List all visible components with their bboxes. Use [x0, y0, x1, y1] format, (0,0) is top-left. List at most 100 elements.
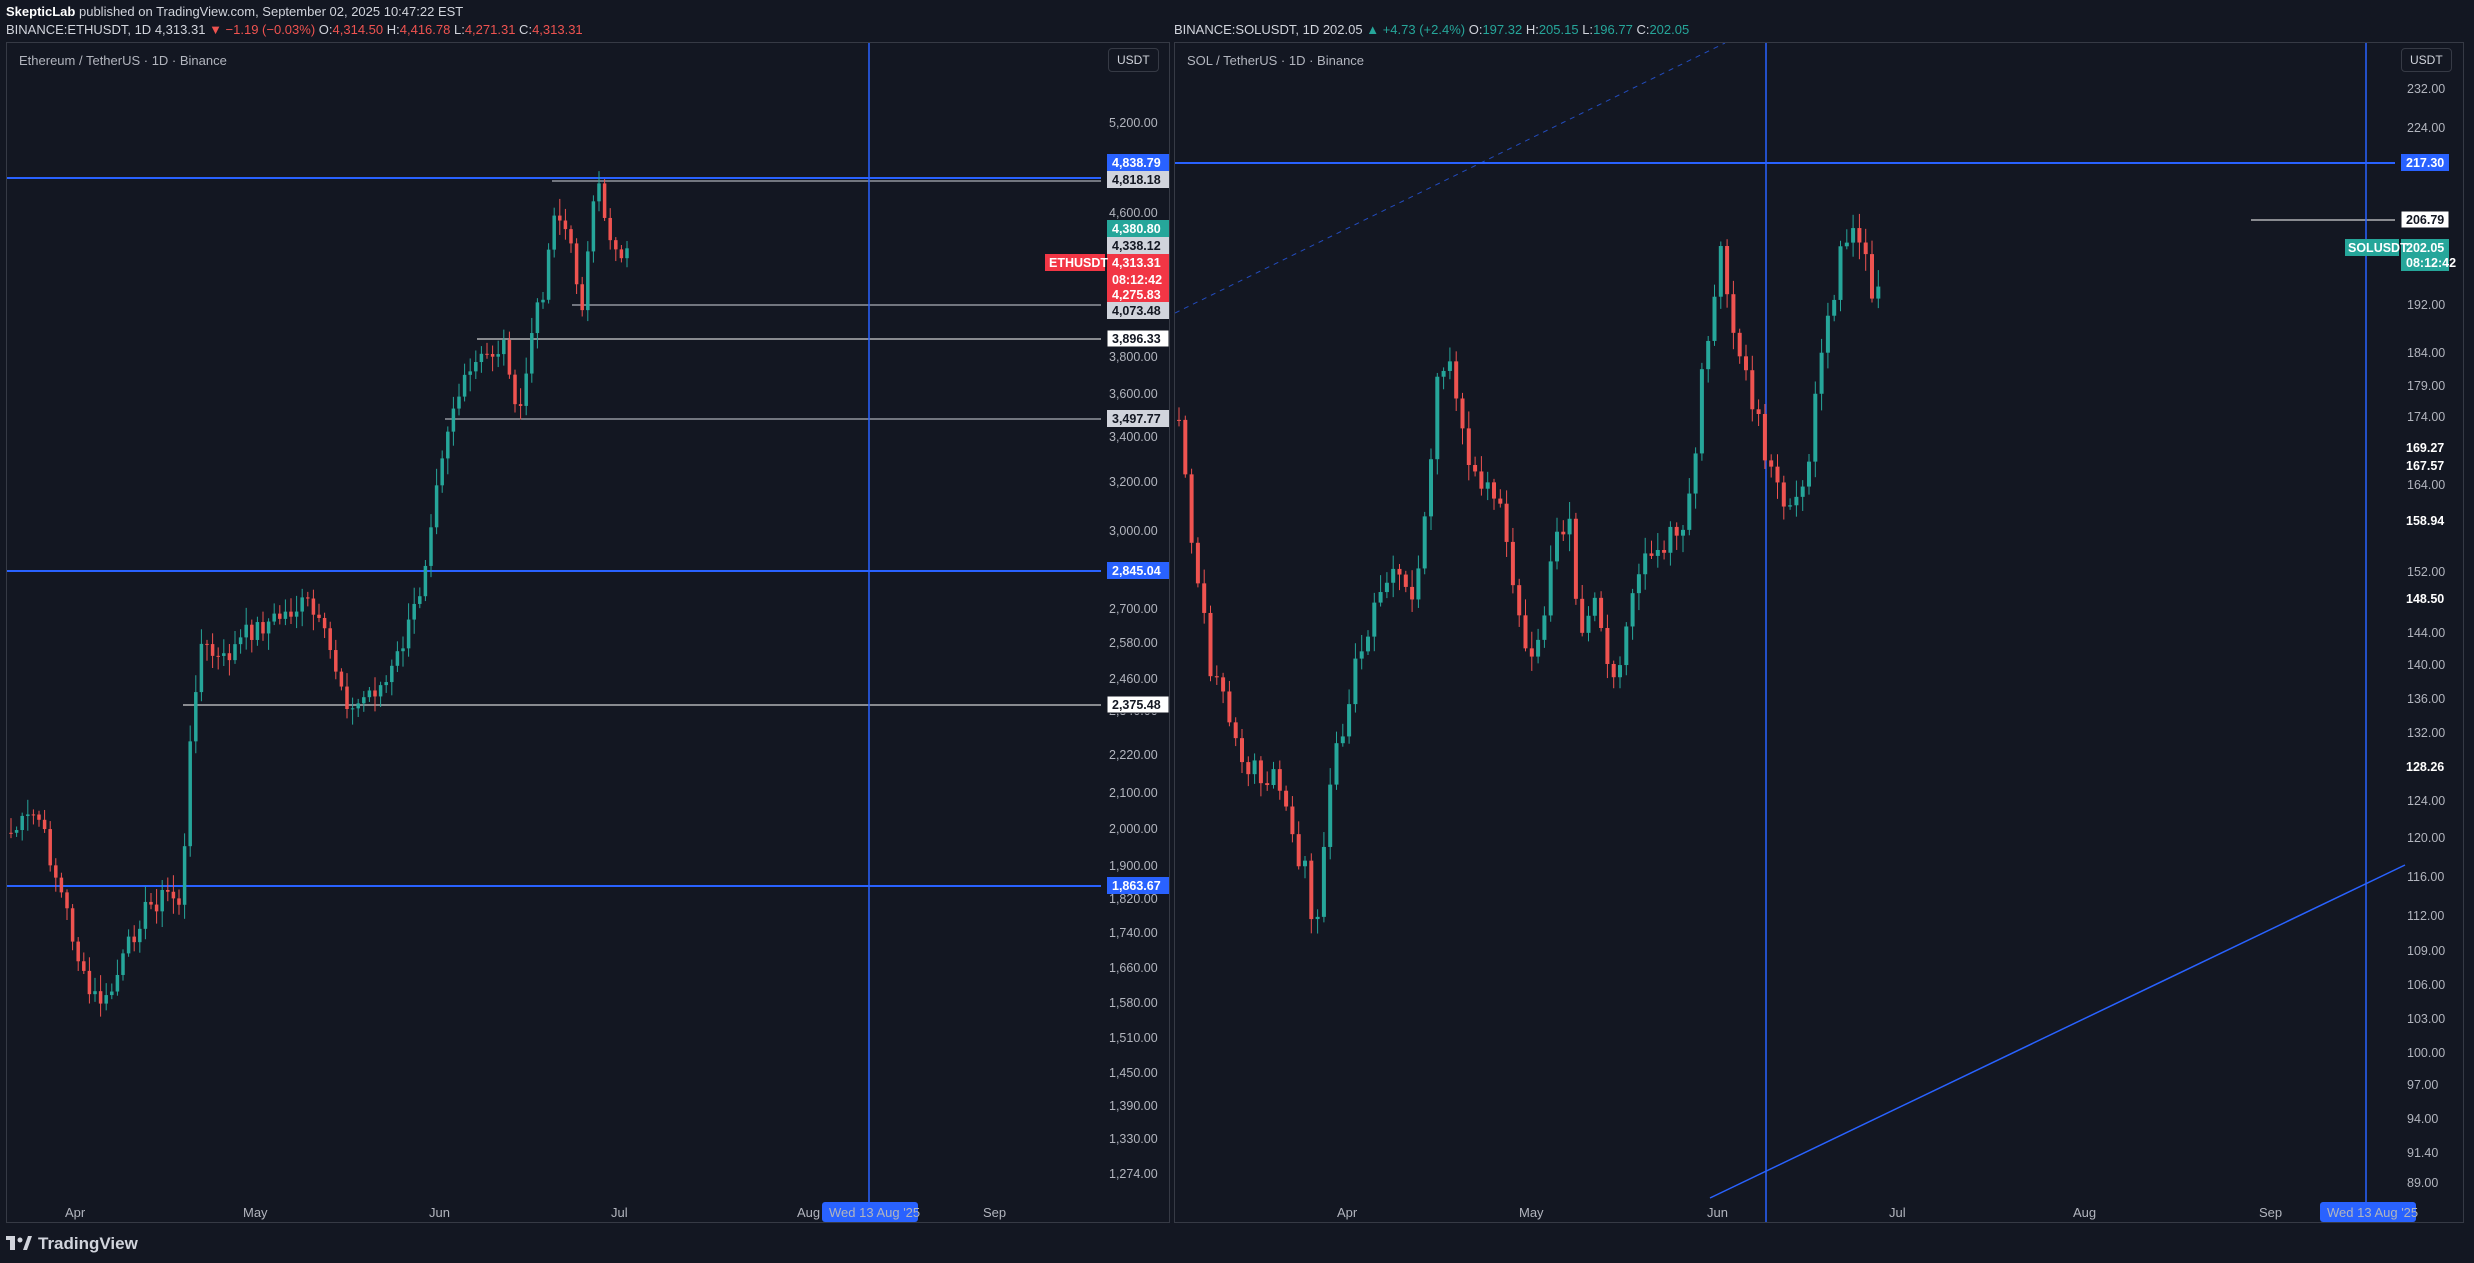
eth-candle	[362, 697, 366, 704]
sol-axis-tick: 132.00	[2407, 726, 2445, 740]
eth-candle	[474, 362, 478, 372]
sol-candle	[1460, 398, 1465, 429]
eth-symbol[interactable]: BINANCE:ETHUSDT, 1D	[6, 22, 152, 37]
eth-candle	[104, 995, 108, 1004]
eth-candle	[283, 611, 288, 619]
sol-candle	[1214, 676, 1219, 678]
sol-candle	[1422, 516, 1427, 569]
eth-month-label: Apr	[65, 1205, 86, 1220]
sol-candle	[1781, 482, 1786, 507]
sol-candle	[1391, 568, 1396, 583]
sol-price-tag: 206.79	[2406, 213, 2444, 227]
sol-candle	[1466, 428, 1471, 466]
eth-month-label: May	[243, 1205, 268, 1220]
sol-month-label: Aug	[2073, 1205, 2096, 1220]
sol-candle	[1567, 518, 1572, 535]
sol-high: 205.15	[1538, 22, 1579, 37]
sol-currency-button[interactable]: USDT	[2401, 48, 2452, 72]
eth-candle	[401, 648, 405, 652]
sol-price-tag: 128.26	[2406, 760, 2444, 774]
sol-axis-tick: 136.00	[2407, 692, 2445, 706]
tradingview-logo[interactable]: TradingView	[6, 1234, 138, 1254]
sol-axis-tick: 100.00	[2407, 1046, 2445, 1060]
sol-candle	[1328, 784, 1333, 847]
sol-candle	[1561, 531, 1566, 535]
eth-candle	[14, 830, 19, 833]
eth-candle	[485, 353, 489, 355]
eth-price-tag: 4,818.18	[1112, 173, 1161, 187]
eth-candle	[227, 653, 232, 661]
eth-price-tag: 3,896.33	[1112, 332, 1161, 346]
eth-candle	[166, 890, 170, 892]
eth-candle	[468, 371, 472, 375]
sol-candle	[1529, 648, 1534, 657]
eth-candle	[160, 890, 164, 912]
eth-currency-button[interactable]: USDT	[1108, 48, 1159, 72]
sol-candle	[1479, 471, 1484, 489]
sol-candle	[1233, 722, 1238, 739]
sol-last: 202.05	[1322, 22, 1363, 37]
eth-candle	[42, 819, 47, 830]
sol-axis-tick: 91.40	[2407, 1146, 2438, 1160]
sol-chart-canvas[interactable]: 232.00 224.00 192.00 184.00 179.00 174.00 164.…	[1175, 43, 2464, 1223]
eth-chart-pane[interactable]: 5,200.00 4,600.00 3,800.00 3,600.00 3,400.00…	[6, 42, 1170, 1223]
eth-axis-tick: 1,330.00	[1109, 1132, 1158, 1146]
sol-axis-tick: 174.00	[2407, 410, 2445, 424]
eth-candle	[558, 215, 562, 221]
eth-price-tag-bg	[1107, 286, 1169, 303]
eth-candle	[132, 936, 136, 943]
sol-candle	[1762, 414, 1767, 461]
eth-candle	[608, 217, 612, 241]
eth-price-tag: 3,497.77	[1112, 412, 1161, 426]
publisher-name[interactable]: SkepticLab	[6, 4, 76, 19]
eth-chart-canvas[interactable]: 5,200.00 4,600.00 3,800.00 3,600.00 3,400.00…	[7, 43, 1170, 1223]
eth-candle	[451, 408, 456, 432]
sol-candle	[1315, 916, 1320, 920]
sol-dashed-trendline	[1175, 43, 1726, 314]
eth-price-tag-bg	[1107, 271, 1169, 288]
sol-candle	[1863, 242, 1868, 255]
eth-candle	[238, 637, 243, 645]
sol-price-tag: 167.57	[2406, 459, 2444, 473]
eth-axis-tick: 3,200.00	[1109, 475, 1158, 489]
eth-candle	[569, 229, 573, 244]
eth-candle	[614, 240, 618, 250]
sol-candle	[1429, 459, 1433, 517]
eth-pane-title: Ethereum / TetherUS · 1D · Binance	[19, 53, 227, 68]
sol-candle	[1340, 736, 1345, 744]
eth-candle	[328, 628, 332, 651]
eth-candle	[306, 597, 310, 599]
sol-chart-pane[interactable]: 232.00 224.00 192.00 184.00 179.00 174.00 164.…	[1174, 42, 2464, 1223]
sol-candle	[1517, 585, 1522, 616]
sol-candle	[1580, 598, 1585, 633]
eth-price-tag-bg	[1106, 329, 1169, 348]
sol-candle	[1699, 369, 1704, 454]
sol-candle	[1775, 466, 1780, 483]
sol-axis-tick: 112.00	[2407, 909, 2444, 923]
eth-axis-tick: 2,220.00	[1109, 748, 1158, 762]
sol-month-label: May	[1519, 1205, 1544, 1220]
sol-symbol[interactable]: BINANCE:SOLUSDT, 1D	[1174, 22, 1320, 37]
sol-axis-tick: 140.00	[2407, 658, 2445, 672]
eth-candle	[31, 814, 36, 816]
eth-candle	[54, 865, 58, 878]
eth-candle	[457, 396, 461, 409]
sol-price-tag: 158.94	[2406, 514, 2444, 528]
eth-candle	[625, 248, 629, 259]
sol-candle	[1195, 542, 1200, 584]
eth-candle	[233, 644, 237, 661]
sol-candle	[1435, 376, 1440, 460]
eth-axis-tick: 5,200.00	[1109, 116, 1158, 130]
sol-pane-title: SOL / TetherUS · 1D · Binance	[1187, 53, 1365, 68]
eth-candle	[48, 829, 52, 866]
sol-price-tag-bg	[2401, 154, 2449, 171]
eth-axis-tick: 3,400.00	[1109, 430, 1158, 444]
eth-candle	[65, 892, 69, 909]
sol-candle	[1624, 626, 1629, 666]
eth-ticker-tag-bg	[1045, 254, 1105, 271]
eth-candle	[434, 485, 439, 528]
sol-candle	[1447, 361, 1452, 371]
eth-axis-tick: 1,900.00	[1109, 859, 1158, 873]
sol-change: ▲ +4.73 (+2.4%)	[1366, 22, 1466, 37]
eth-axis-tick: 4,600.00	[1109, 206, 1158, 220]
